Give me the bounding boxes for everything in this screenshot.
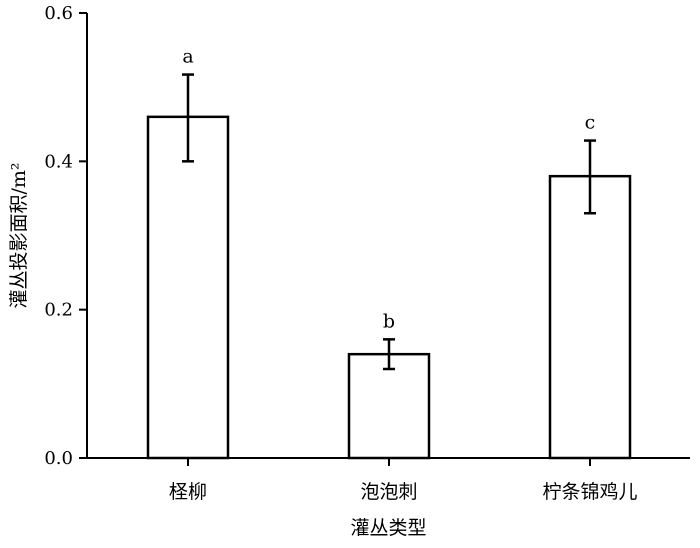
significance-label: c [585,112,596,134]
significance-label: b [383,310,395,332]
bars-group [146,115,632,460]
y-tick-label: 0.6 [44,3,73,24]
x-tick-label: 柠条锦鸡儿 [542,481,637,503]
bar [548,174,632,460]
x-axis-title: 灌丛类型 [350,517,426,539]
y-axis-title: 灌丛投影面积/m² [8,162,30,308]
x-tick-label: 泡泡刺 [360,481,417,503]
x-tick-label: 柽柳 [169,481,207,503]
y-tick-label: 0.0 [44,448,73,469]
labels-group: a b c [182,46,595,333]
y-tick-label: 0.4 [44,151,73,172]
error-bars-group [182,73,596,371]
y-tick-label: 0.2 [44,300,73,321]
bar [146,115,230,460]
significance-label: a [182,46,193,68]
